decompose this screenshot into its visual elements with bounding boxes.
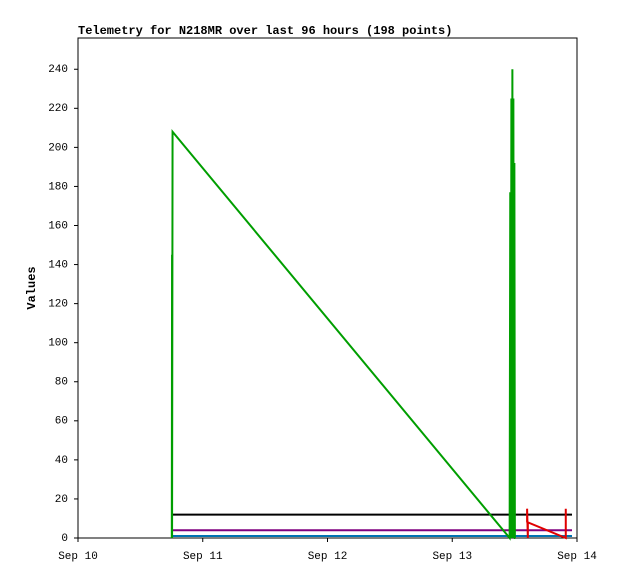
x-tick-label: Sep 14 <box>557 551 597 563</box>
y-tick-label: 40 <box>55 455 68 467</box>
x-tick-label: Sep 13 <box>432 551 472 563</box>
series-line <box>170 69 516 541</box>
chart-title: Telemetry for N218MR over last 96 hours … <box>78 24 452 38</box>
y-tick-label: 180 <box>48 181 68 193</box>
y-tick-label: 140 <box>48 259 68 271</box>
series-line <box>526 508 567 540</box>
y-tick-label: 120 <box>48 299 68 311</box>
y-tick-label: 240 <box>48 64 68 76</box>
plot-frame <box>77 37 578 539</box>
y-tick-label: 20 <box>55 494 68 506</box>
x-tick-label: Sep 10 <box>58 551 98 563</box>
y-tick-label: 0 <box>61 533 68 545</box>
x-tick-label: Sep 12 <box>308 551 348 563</box>
y-tick-label: 220 <box>48 103 68 115</box>
y-tick-label: 60 <box>55 416 68 428</box>
y-tick-label: 160 <box>48 220 68 232</box>
y-tick-label: 200 <box>48 142 68 154</box>
x-tick-label: Sep 11 <box>183 551 223 563</box>
y-tick-label: 100 <box>48 338 68 350</box>
y-axis-label: Values <box>25 266 39 309</box>
y-tick-label: 80 <box>55 377 68 389</box>
